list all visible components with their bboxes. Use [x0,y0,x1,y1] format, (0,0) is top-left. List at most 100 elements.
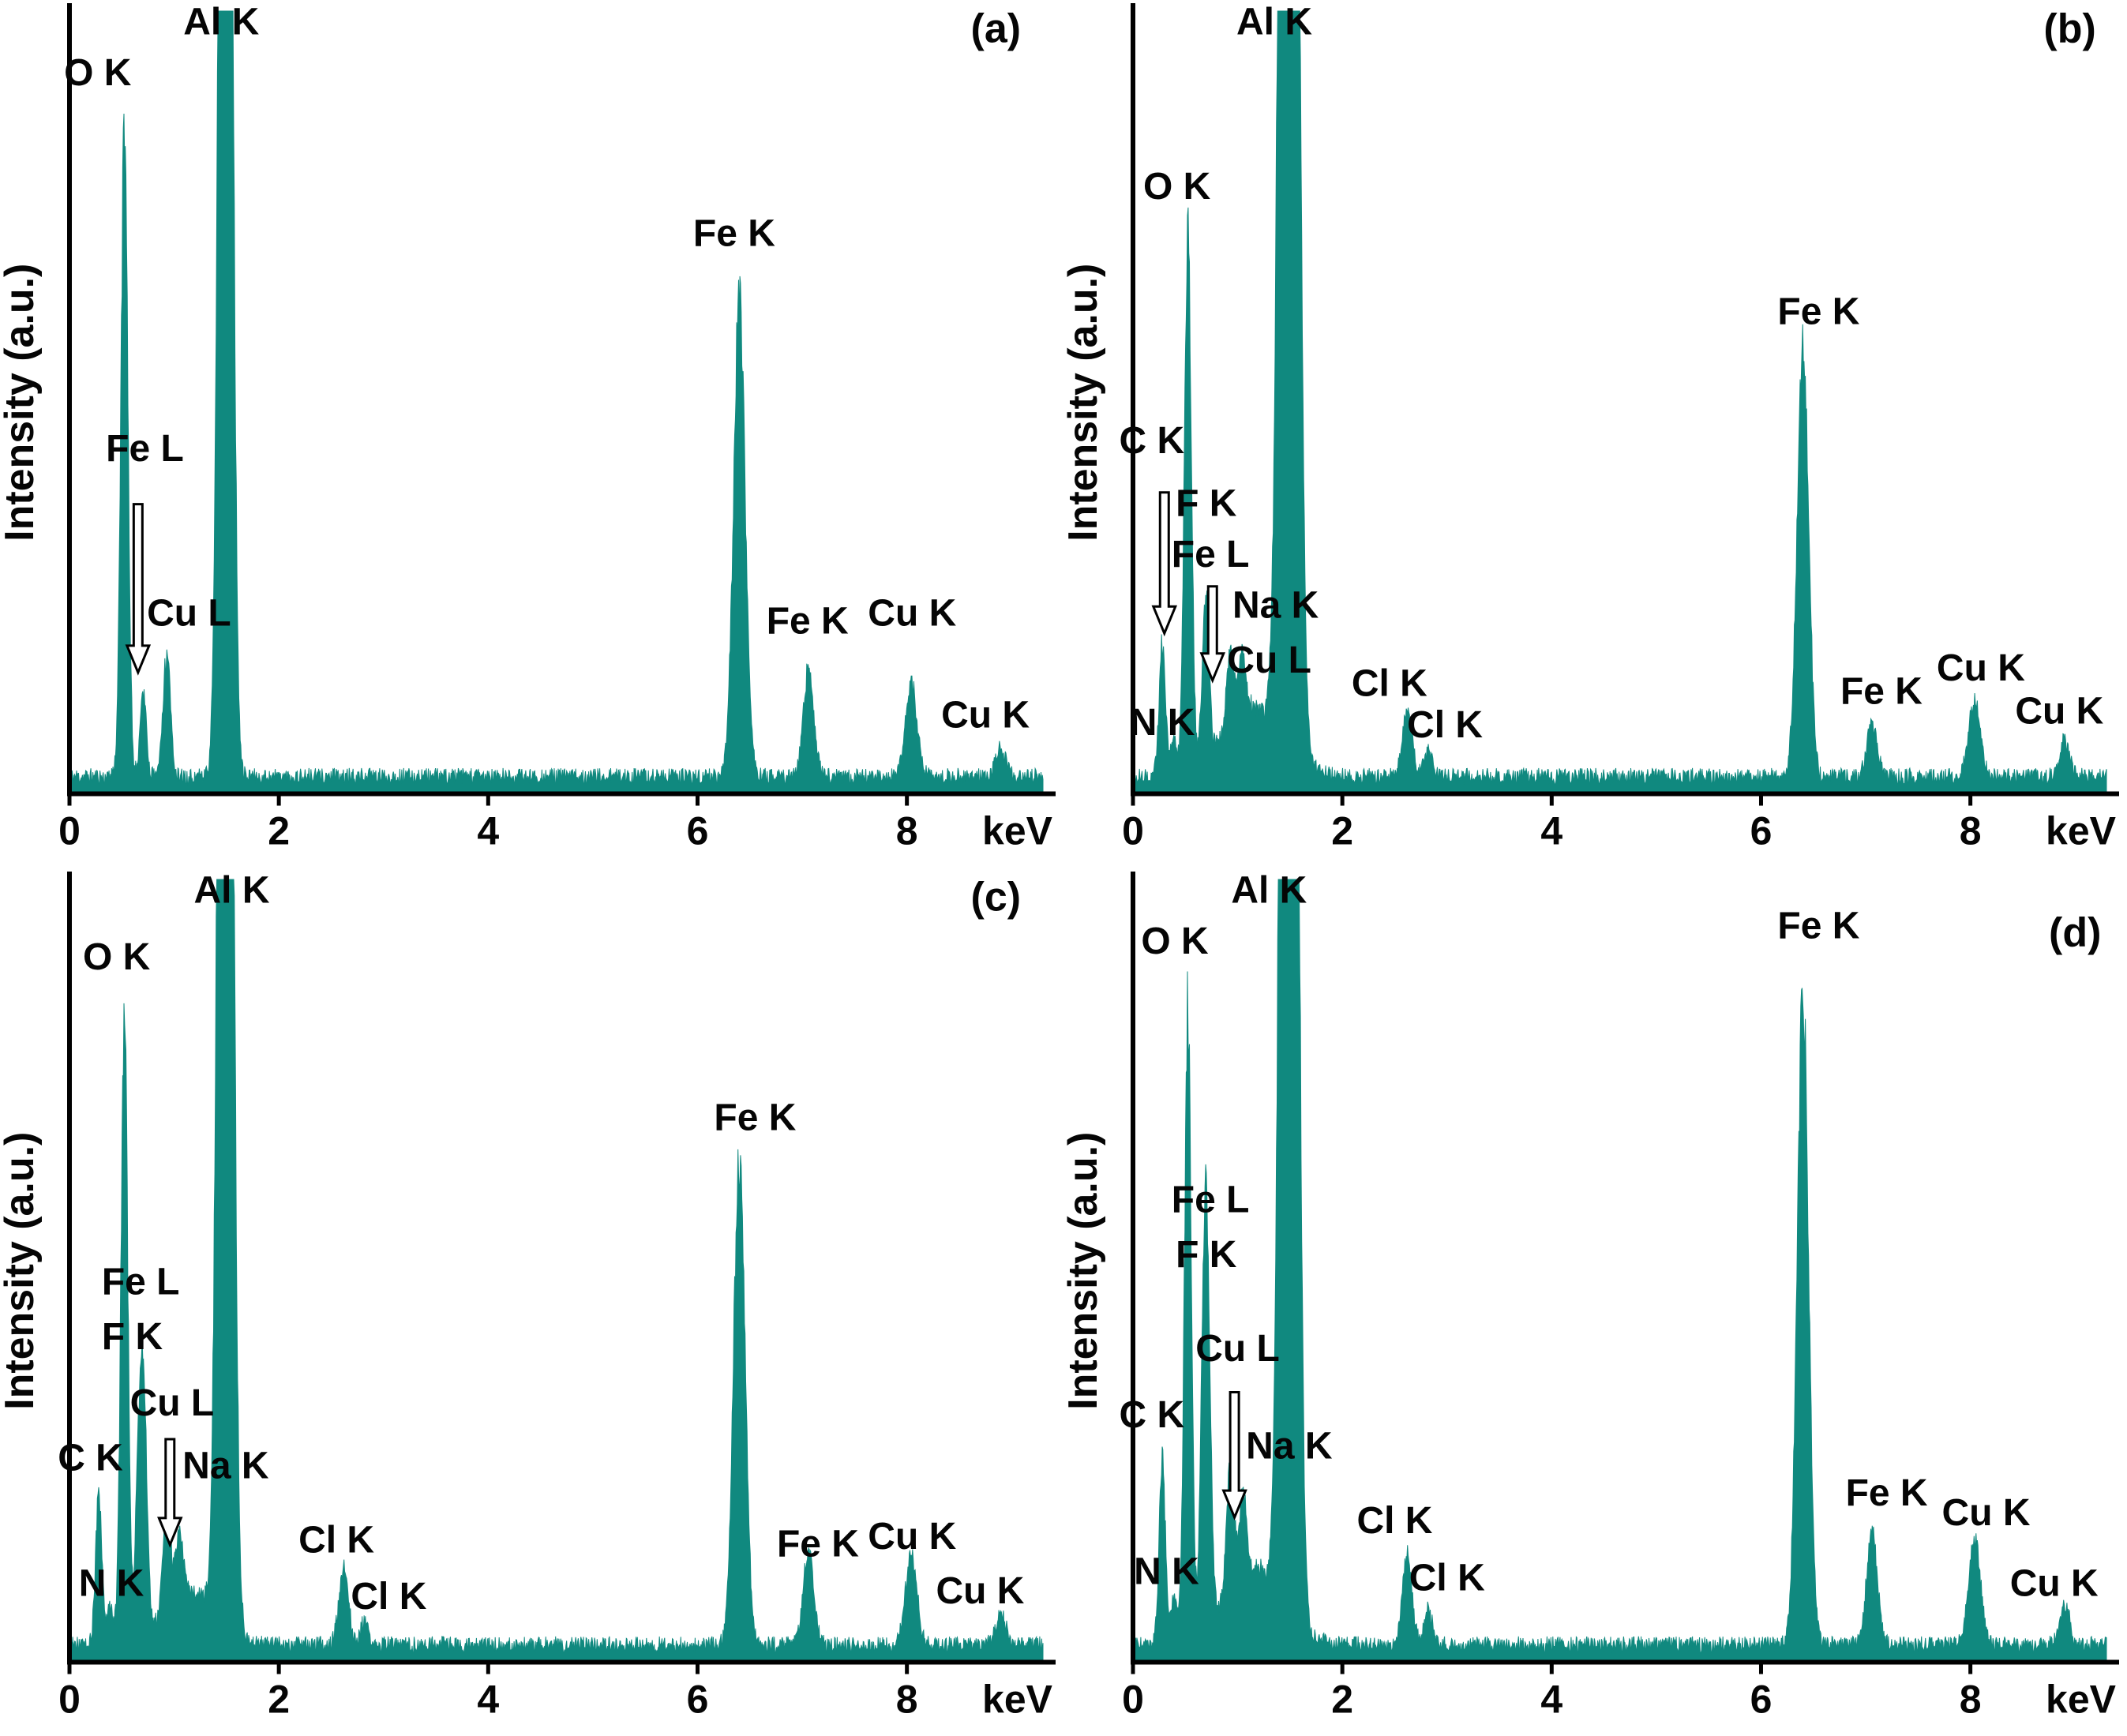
peak-label-al-k: Al K [1231,869,1307,911]
x-tick-label: 4 [1540,1677,1562,1721]
x-tick-label: 4 [1540,809,1562,853]
x-tick-label: 6 [687,809,709,853]
peak-label-fe-k: Fe K [1846,1472,1928,1514]
peak-label-cl-k: Cl K [351,1576,426,1618]
peak-label-fe-k: Fe K [1777,905,1859,947]
spectrum-svg-a: 0 2 4 6 8 keV Intensity (a.u.) O K Al K Fe L Cu L F… [0,2,1056,853]
x-tick-label: 2 [268,1677,290,1721]
peak-label-cu-l: Cu L [1227,639,1311,681]
spectrum-panel-d: 0 2 4 6 8 keV Intensity (a.u.) Al K O K Fe L F K C … [1064,868,2127,1736]
x-tick-label: 0 [58,1677,81,1721]
peak-label-na-k: Na K [1232,584,1319,626]
peak-label-na-k: Na K [1246,1425,1333,1467]
x-tick-label: 2 [1331,1677,1353,1721]
peak-label-fe-l: Fe L [1172,1179,1250,1220]
x-tick-label: 6 [1750,809,1772,853]
peak-label-cu-k: Cu K [868,1515,956,1557]
peak-label-cu-l: Cu L [130,1382,215,1424]
spectrum-svg-c: 0 2 4 6 8 keV Intensity (a.u.) Al K O K Fe L F K Cu… [0,869,1056,1721]
x-tick-label: 8 [896,1677,918,1721]
x-tick-label: 8 [1960,809,1982,853]
peak-label-cu-k: Cu K [2015,690,2103,732]
peak-label-fe-k: Fe K [714,1097,796,1138]
x-tick-label: 8 [1960,1677,1982,1721]
down-arrow [157,1437,183,1548]
peak-label-fe-k: Fe K [1840,671,1923,713]
spectrum-curve-b [1132,10,2107,795]
spectrum-curve-a [69,10,1044,795]
x-axis-unit: keV [2046,809,2116,853]
x-tick-label: 4 [477,809,499,853]
y-axis-label: Intensity (a.u.) [1064,264,1106,542]
down-arrow [125,503,152,676]
peak-label-fe-k: Fe K [777,1523,859,1565]
peak-label-cu-l: Cu L [1195,1327,1280,1369]
x-axis-unit: keV [982,809,1052,853]
peak-label-o-k: O K [83,936,151,978]
y-axis-label: Intensity (a.u.) [1064,1131,1106,1409]
peak-label-fe-l: Fe L [106,428,184,470]
spectrum-panel-a: 0 2 4 6 8 keV Intensity (a.u.) O K Al K Fe L Cu L F… [0,0,1064,868]
peak-label-al-k: Al K [183,2,259,43]
spectrum-svg-d: 0 2 4 6 8 keV Intensity (a.u.) Al K O K Fe L F K C … [1064,869,2119,1721]
y-axis-label: Intensity (a.u.) [0,264,43,542]
peak-label-fe-k: Fe K [1777,291,1859,333]
spectrum-panel-b: 0 2 4 6 8 keV Intensity (a.u.) Al K O K C K F K Fe … [1064,0,2127,868]
spectrum-panel-c: 0 2 4 6 8 keV Intensity (a.u.) Al K O K Fe L F K Cu… [0,868,1064,1736]
x-tick-label: 2 [1331,809,1353,853]
x-tick-label: 0 [1122,1677,1144,1721]
panel-letter-b: (b) [2043,6,2095,52]
peak-label-cl-k: Cl K [1356,1499,1432,1541]
peak-label-cl-k: Cl K [1409,1557,1485,1599]
peak-label-fe-k: Fe K [693,212,775,254]
peak-label-n-k: N K [79,1562,144,1604]
panel-letter-c: (c) [971,874,1022,920]
spectrum-curve-d [1132,878,2107,1663]
down-arrow [1151,491,1178,637]
x-axis-unit: keV [982,1677,1052,1721]
peak-label-o-k: O K [64,52,132,94]
peak-label-cu-k: Cu K [1937,647,2025,689]
peak-label-cu-l: Cu L [147,592,231,634]
peak-label-fe-l: Fe L [102,1261,180,1303]
peak-label-cu-k: Cu K [936,1570,1024,1612]
peak-label-fe-k: Fe K [767,600,849,642]
peak-label-cu-k: Cu K [1942,1492,2031,1534]
peak-label-f-k: F K [102,1315,163,1357]
down-arrow [1221,1390,1247,1520]
peak-label-c-k: C K [58,1437,123,1479]
peak-label-n-k: N K [1134,1550,1199,1592]
peak-label-cl-k: Cl K [1352,663,1427,705]
peak-label-c-k: C K [1120,1394,1185,1436]
peak-label-f-k: F K [1176,1233,1237,1275]
x-tick-label: 6 [687,1677,709,1721]
peak-label-c-k: C K [1120,420,1185,462]
peak-label-n-k: N K [1130,702,1195,744]
panel-letter-d: (d) [2049,909,2101,955]
peak-label-o-k: O K [1141,920,1209,962]
x-axis-unit: keV [2046,1677,2116,1721]
down-arrow [1199,585,1226,684]
peak-label-fe-l: Fe L [1172,534,1250,576]
panel-letter-a: (a) [971,6,1022,52]
peak-label-o-k: O K [1143,166,1211,208]
x-tick-label: 4 [477,1677,499,1721]
peak-label-cu-k: Cu K [868,592,956,634]
peak-label-al-k: Al K [194,869,270,911]
spectrum-curve-c [69,878,1044,1663]
peak-label-na-k: Na K [182,1445,269,1487]
peak-label-cl-k: Cl K [1407,704,1483,746]
peak-label-cu-k: Cu K [941,694,1030,736]
x-tick-label: 0 [58,809,81,853]
x-tick-label: 0 [1122,809,1144,853]
spectrum-svg-b: 0 2 4 6 8 keV Intensity (a.u.) Al K O K C K F K Fe … [1064,2,2119,853]
peak-label-al-k: Al K [1236,2,1312,43]
x-tick-label: 2 [268,809,290,853]
peak-label-cl-k: Cl K [298,1519,374,1561]
x-tick-label: 6 [1750,1677,1772,1721]
peak-label-f-k: F K [1176,483,1237,525]
x-tick-label: 8 [896,809,918,853]
y-axis-label: Intensity (a.u.) [0,1131,43,1409]
peak-label-cu-k: Cu K [2010,1562,2099,1604]
